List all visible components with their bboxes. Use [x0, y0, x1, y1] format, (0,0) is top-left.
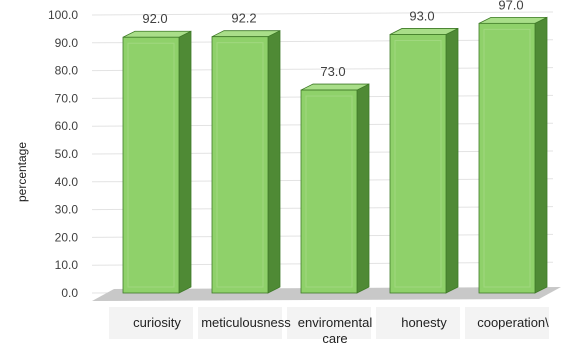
bar-highlight — [483, 28, 531, 288]
x-tick-label: curiosity — [133, 315, 181, 330]
bar-side-face — [267, 30, 281, 294]
bar — [211, 30, 281, 294]
bar-highlight — [216, 42, 264, 288]
bar-top-face — [211, 30, 281, 38]
category-label-box — [465, 307, 549, 339]
y-axis-title: percentage — [15, 142, 29, 202]
bar-front-face — [122, 36, 180, 294]
bar-front-face — [389, 34, 447, 294]
category-label-boxes — [109, 307, 549, 339]
bar-top-face — [122, 30, 192, 38]
y-axis-ticks: 0.0 10.0 20.0 30.0 40.0 50.0 60.0 70.0 80.0 90.0 1… — [48, 8, 78, 300]
bars — [122, 16, 548, 294]
bar-side-face — [534, 16, 548, 294]
category-label-box — [287, 307, 371, 339]
x-tick-label: cooperation\ — [477, 315, 549, 330]
category-label-box — [109, 307, 193, 339]
bar-front-face — [300, 89, 358, 294]
y-tick-label: 100.0 — [48, 8, 78, 22]
category-label-box — [198, 307, 282, 339]
data-label: 92.0 — [142, 11, 167, 26]
y-tick-label: 60.0 — [55, 119, 79, 133]
y-tick-label: 70.0 — [55, 91, 79, 105]
y-tick-label: 90.0 — [55, 36, 79, 50]
bar-front-face — [478, 22, 536, 294]
bar-highlight — [127, 42, 175, 288]
y-tick-label: 20.0 — [55, 230, 79, 244]
bar-side-face — [178, 30, 192, 294]
bar — [122, 30, 192, 294]
x-tick-label: meticulousness — [201, 315, 291, 330]
bar-highlight — [305, 95, 353, 288]
bar-side-face — [445, 27, 459, 294]
bar-front-face — [211, 36, 269, 294]
x-tick-label: care — [322, 331, 347, 346]
bar-top-face — [478, 16, 548, 24]
bar — [389, 27, 459, 294]
gridline — [91, 11, 554, 16]
data-labels: 92.0 92.2 73.0 93.0 97.0 — [142, 0, 523, 79]
y-tick-label: 0.0 — [61, 286, 78, 300]
bar-highlight — [394, 39, 442, 288]
x-tick-label: honesty — [401, 315, 447, 330]
bar-top-face — [300, 83, 370, 91]
bar-top-face — [389, 28, 459, 35]
y-tick-label: 30.0 — [55, 203, 79, 217]
data-label: 93.0 — [409, 8, 434, 23]
data-label: 97.0 — [498, 0, 523, 12]
y-tick-label: 50.0 — [55, 147, 79, 161]
bar — [478, 16, 548, 294]
y-tick-label: 40.0 — [55, 175, 79, 189]
category-label-box — [376, 307, 460, 339]
y-tick-label: 80.0 — [55, 64, 79, 78]
y-tick-label: 10.0 — [55, 258, 79, 272]
data-label: 73.0 — [320, 64, 345, 79]
data-label: 92.2 — [231, 11, 256, 26]
x-tick-label: enviromental — [298, 315, 373, 330]
bar — [300, 83, 370, 294]
bar-side-face — [356, 83, 370, 294]
